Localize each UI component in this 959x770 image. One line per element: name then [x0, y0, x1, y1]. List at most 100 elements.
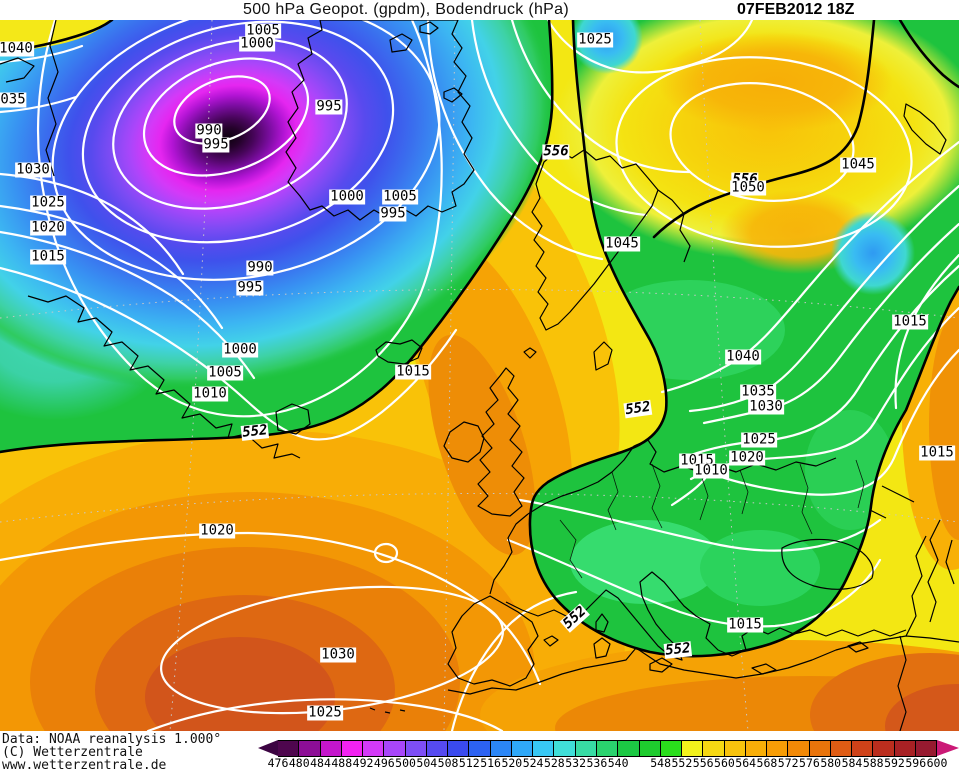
colorbar-segment [703, 740, 725, 757]
colorbar-segment [596, 740, 619, 757]
header: 500 hPa Geopot. (gpdm), Bodendruck (hPa)… [0, 0, 959, 20]
colorbar-tick-label: 516 [480, 756, 501, 770]
colorbar-tick-label: 476 [267, 756, 289, 770]
pressure-label: 1015 [395, 363, 431, 380]
colorbar-tick-label: 572 [777, 756, 799, 770]
colorbar-tick-label: 548 [650, 756, 672, 770]
colorbar-right-arrow [937, 740, 959, 756]
credits-line: Data: NOAA reanalysis 1.000° [2, 732, 222, 747]
colorbar-segment [745, 740, 768, 757]
pressure-label: 995 [315, 98, 343, 115]
pressure-label: 1030 [748, 398, 784, 415]
pressure-label: 1015 [892, 313, 928, 330]
pressure-label: 1030 [320, 646, 356, 663]
colorbar-segment [299, 740, 321, 757]
colorbar-segment [915, 740, 938, 757]
colorbar-tick-label: 584 [841, 756, 863, 770]
pressure-label: 1025 [577, 31, 613, 48]
colorbar-segment [490, 740, 512, 757]
pressure-label: 1005 [382, 188, 418, 205]
pressure-label: 1045 [604, 235, 640, 252]
colorbar-segment [384, 740, 406, 757]
pressure-label: 1000 [222, 341, 258, 358]
pressure-label: 995 [236, 279, 264, 296]
colorbar-segment [448, 740, 470, 757]
footer: Data: NOAA reanalysis 1.000° (C) Wetterze… [0, 731, 959, 770]
map-canvas [0, 20, 959, 731]
credits-line: (C) Wetterzentrale [2, 745, 143, 760]
colorbar-segment [575, 740, 597, 757]
colorbar-tick-label: 520 [501, 756, 523, 770]
colorbar-tick-label: 540 [607, 756, 629, 770]
pressure-label: 995 [379, 205, 407, 222]
colorbar-tick-label: 484 [310, 756, 331, 770]
pressure-label: 1045 [840, 156, 876, 173]
pressure-label: 1015 [30, 248, 66, 265]
colorbar-left-arrow [258, 740, 278, 756]
pressure-label: 1035 [740, 383, 776, 400]
pressure-label: 1025 [741, 431, 777, 448]
pressure-label: 1050 [730, 179, 766, 196]
colorbar-segment [660, 740, 683, 757]
colorbar: 476 480 484 488 492 496 500 504 508 512 516 520 524 5… [258, 740, 959, 770]
credits-line: www.wetterzentrale.de [2, 758, 167, 770]
pressure-label: 1040 [725, 348, 761, 365]
colorbar-segment [533, 740, 555, 757]
colorbar-tick-label: 496 [373, 756, 395, 770]
colorbar-tick-label: 536 [586, 756, 608, 770]
map-title: 500 hPa Geopot. (gpdm), Bodendruck (hPa) [243, 1, 569, 18]
pressure-label: 1000 [239, 35, 275, 52]
colorbar-segment [554, 740, 576, 757]
colorbar-tick-label: 492 [352, 756, 374, 770]
colorbar-segment [830, 740, 853, 757]
colorbar-tick-label: 560 [714, 756, 735, 770]
credits: Data: NOAA reanalysis 1.000° (C) Wetterze… [2, 733, 221, 770]
colorbar-tick-label: 580 [820, 756, 842, 770]
map-datetime: 07FEB2012 18Z [737, 1, 855, 18]
pressure-label: 1025 [307, 704, 343, 721]
pressure-label: 1015 [727, 616, 763, 633]
weather-map [0, 20, 959, 732]
pressure-label: 1040 [0, 40, 34, 57]
colorbar-tick-label: 488 [331, 756, 353, 770]
colorbar-segment [405, 740, 427, 757]
pressure-label: 1010 [192, 385, 228, 402]
colorbar-tick-label: 532 [565, 756, 586, 770]
pressure-label: 1020 [729, 449, 765, 466]
colorbar-segment [852, 740, 874, 757]
colorbar-tick-label: 568 [756, 756, 778, 770]
pressure-label: 995 [202, 136, 230, 153]
pressure-label: 1020 [30, 219, 66, 236]
geopotential-label: 552 [240, 422, 270, 441]
colorbar-tick-label: 556 [692, 756, 714, 770]
pressure-label: 1005 [245, 22, 281, 39]
colorbar-tick-label: 500 [395, 756, 416, 770]
colorbar-segment [894, 740, 916, 757]
pressure-label: 1025 [30, 194, 66, 211]
colorbar-tick-label: 524 [522, 756, 544, 770]
colorbar-tick-label: 576 [799, 756, 820, 770]
colorbar-segment [682, 740, 704, 757]
geopotential-label: 552 [663, 640, 693, 659]
colorbar-segment [767, 740, 789, 757]
pressure-label: 1030 [15, 161, 51, 178]
colorbar-segment [724, 740, 746, 757]
colorbar-tick-label: 504 [416, 756, 438, 770]
pressure-label: 1015 [919, 444, 955, 461]
pressure-label: 1000 [329, 188, 365, 205]
colorbar-segment [639, 740, 661, 757]
colorbar-tick-label: 596 [905, 756, 927, 770]
colorbar-row [258, 740, 959, 757]
colorbar-segment [809, 740, 831, 757]
colorbar-tick-label: 564 [735, 756, 757, 770]
colorbar-tick-label: 588 [862, 756, 884, 770]
colorbar-segment [469, 740, 491, 757]
colorbar-tick-label: 528 [543, 756, 565, 770]
colorbar-tick-label: 552 [671, 756, 693, 770]
pressure-label: 1005 [207, 364, 243, 381]
pressure-label: 035 [0, 91, 27, 108]
pressure-label: 1010 [693, 462, 729, 479]
colorbar-segment [873, 740, 895, 757]
pressure-label: 990 [195, 122, 223, 139]
